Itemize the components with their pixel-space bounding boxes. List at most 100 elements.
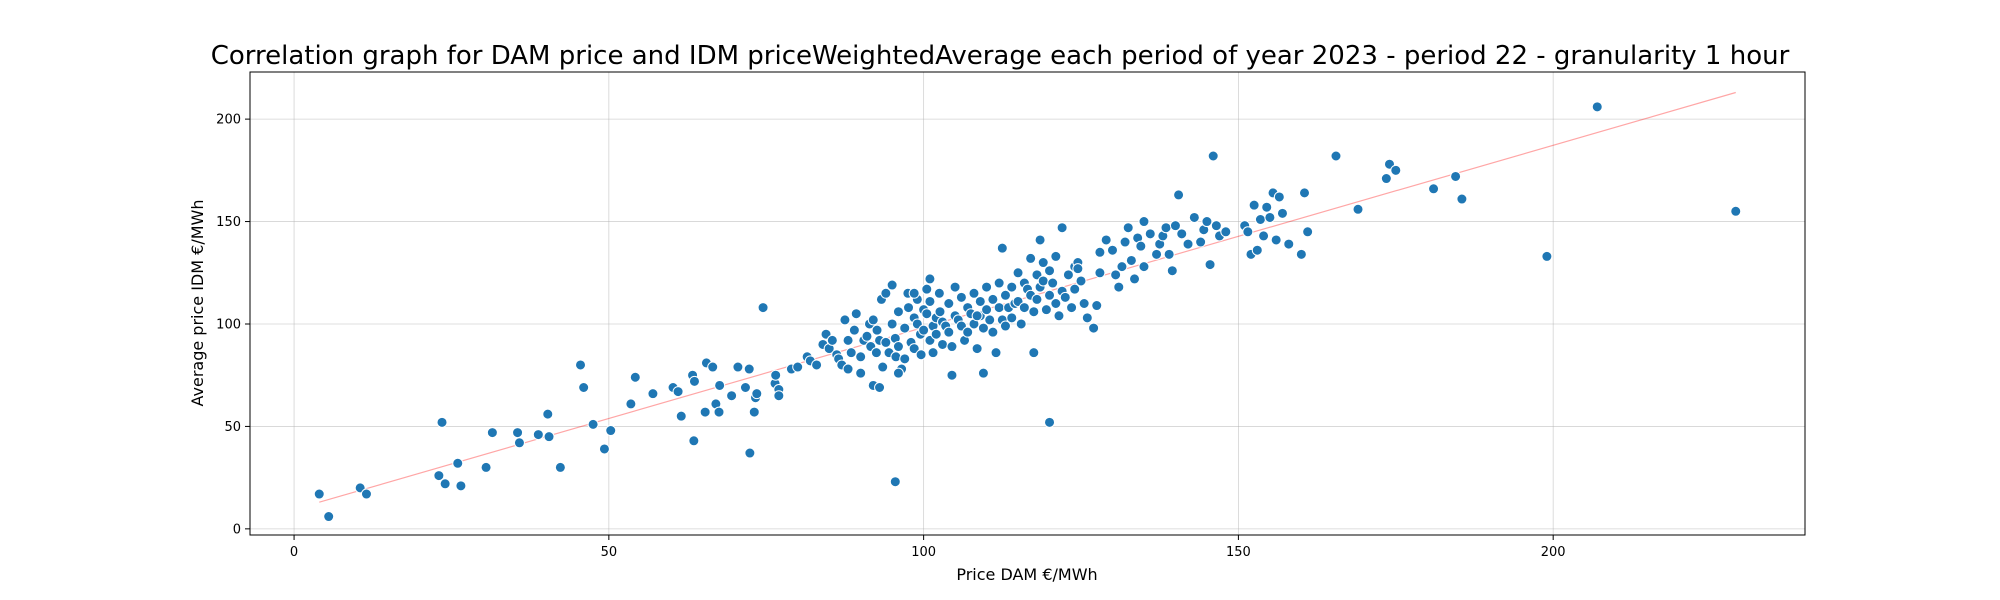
data-point [1110,269,1122,281]
data-point [1031,293,1043,305]
data-point [699,406,711,418]
data-point [918,324,930,336]
data-point [1273,191,1285,203]
data-point [1204,259,1216,271]
data-point [625,398,637,410]
data-point [1135,240,1147,252]
data-point [1044,289,1056,301]
data-point [1066,302,1078,314]
data-point [1176,228,1188,240]
data-point [842,363,854,375]
data-point [512,427,524,439]
data-point [543,431,555,443]
data-point [1037,257,1049,269]
data-point [1541,250,1553,262]
data-point [908,287,920,299]
data-point [993,277,1005,289]
data-point [1251,244,1263,256]
data-point [1258,230,1270,242]
data-point [886,318,898,330]
data-point [1047,277,1059,289]
data-point [792,361,804,373]
data-point [848,324,860,336]
data-point [993,302,1005,314]
data-point [1456,193,1468,205]
data-point [480,461,492,473]
data-point [439,478,451,490]
data-point [455,480,467,492]
data-point [839,314,851,326]
data-point [707,361,719,373]
data-point [578,381,590,393]
data-point [955,291,967,303]
data-point [688,435,700,447]
data-point [1094,267,1106,279]
x-axis-ticks: 0 50 100 150 200 [290,535,1566,560]
data-point [987,293,999,305]
data-point [943,298,955,309]
data-point [1160,222,1172,234]
data-point [861,330,873,342]
data-point [1242,226,1254,238]
data-point [1106,244,1118,256]
data-point [826,334,838,346]
data-point [999,320,1011,332]
data-point [871,324,883,336]
data-point [1129,273,1141,285]
data-point [1591,101,1603,113]
data-point [1248,199,1260,211]
y-axis-ticks: 0 50 100 150 200 [216,113,250,537]
data-point [850,308,862,320]
data-point [1056,222,1068,234]
chart-title: Correlation graph for DAM price and IDM … [211,41,1790,71]
y-tick-label: 200 [216,113,241,128]
data-point [1116,261,1128,273]
data-point [732,361,744,373]
data-point [587,418,599,430]
data-point [1125,254,1137,266]
data-point [933,287,945,299]
data-point [1034,234,1046,246]
data-point [1138,261,1150,273]
data-point [532,429,544,441]
data-point [842,334,854,346]
data-point [751,388,763,400]
data-point [892,341,904,353]
data-point [990,347,1002,359]
scatter-points [313,101,1742,523]
data-point [1062,269,1074,281]
data-point [921,308,933,320]
data-point [1352,203,1364,215]
data-point [513,437,525,449]
data-point [1195,236,1207,248]
y-tick-label: 150 [216,215,241,230]
data-point [946,341,958,353]
data-point [1072,263,1084,275]
data-point [688,375,700,387]
data-point [934,306,946,318]
data-point [323,511,335,523]
data-point [1025,252,1037,264]
data-point [924,273,936,285]
data-point [542,408,554,420]
data-point [908,343,920,355]
data-point [880,287,892,299]
data-point [981,281,993,293]
data-point [629,371,641,383]
data-point [1040,304,1052,316]
data-point [1270,234,1282,246]
data-point [1012,267,1024,279]
data-point [962,326,974,338]
data-point [1122,222,1134,234]
data-point [1163,248,1175,260]
data-point [1188,211,1200,223]
x-tick-label: 100 [911,545,936,560]
data-point [675,410,687,422]
data-point [943,326,955,338]
data-point [1044,265,1056,277]
data-point [1138,216,1150,228]
x-tick-label: 200 [1541,545,1566,560]
data-point [1015,318,1027,330]
data-point [889,476,901,488]
data-point [1094,246,1106,258]
